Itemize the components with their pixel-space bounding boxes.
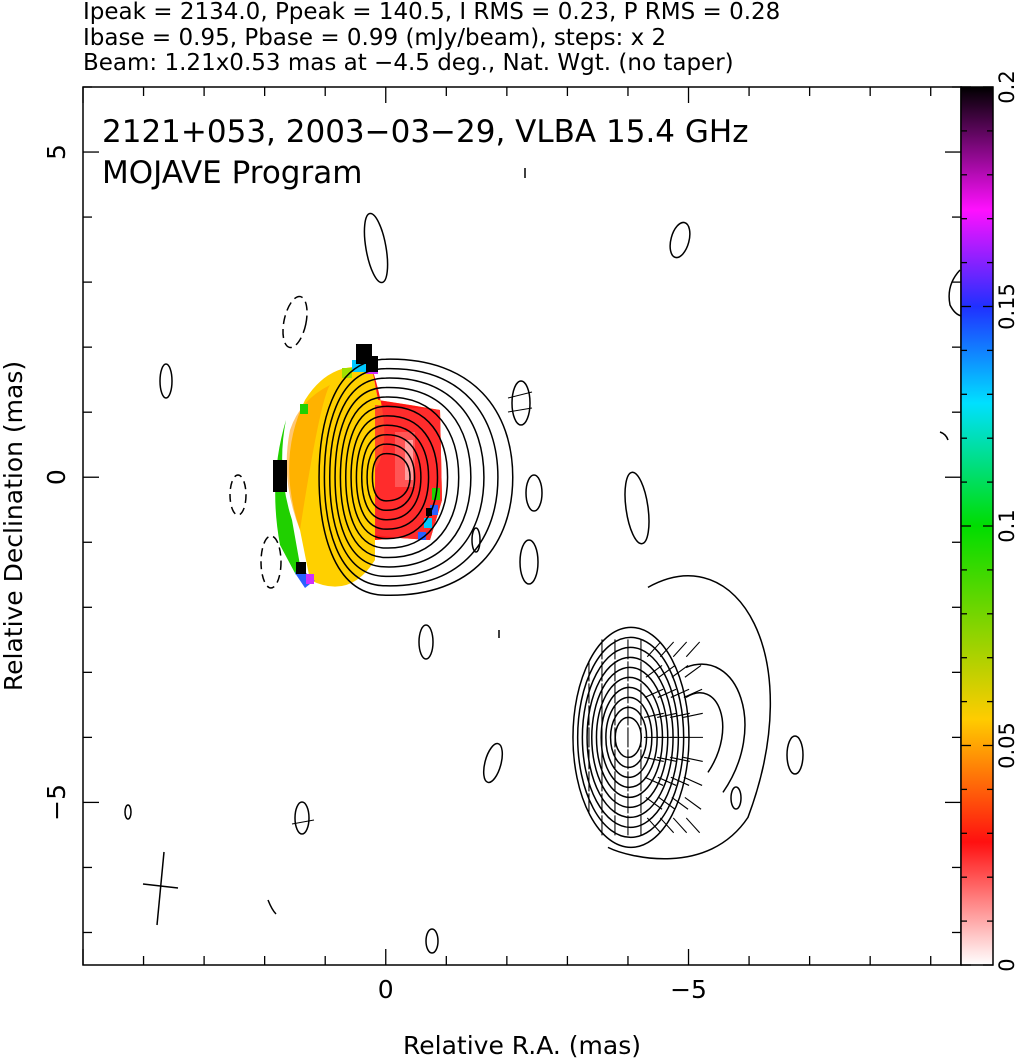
intensity-contour-level (339, 396, 460, 559)
evpa-vector (670, 712, 690, 718)
plot-title-line-1: 2121+053, 2003−03−29, VLBA 15.4 GHz (102, 114, 748, 150)
evpa-vector (670, 688, 690, 698)
header-line-1: Ipeak = 2134.0, Ppeak = 140.5, I RMS = 0… (83, 0, 781, 25)
evpa-vector (684, 665, 702, 678)
intensity-contour-level (323, 367, 499, 587)
plot-title-line-2: MOJAVE Program (102, 155, 362, 191)
evpa-vector (672, 641, 688, 658)
evpa-vector (646, 641, 662, 658)
evpa-vector (644, 712, 664, 718)
intensity-contour-level (318, 358, 514, 596)
colorbar-tick-label: 0 (995, 958, 1019, 971)
evpa-vector (683, 712, 703, 718)
pol-contour-jet (685, 663, 746, 793)
beam-marker (142, 851, 179, 926)
x-tick-label: 0 (378, 975, 394, 1004)
plot-frame (82, 86, 962, 966)
fractional-polarization-map (273, 344, 442, 588)
evpa-vector (646, 817, 662, 834)
evpa-vector (671, 665, 689, 678)
evpa-vector (657, 776, 677, 786)
evpa-vector (672, 817, 688, 834)
evpa-vector (658, 665, 676, 678)
header-line-2: Ibase = 0.95, Pbase = 0.99 (mJy/beam), s… (83, 25, 667, 51)
colorbar-tick-label: 0.2 (995, 70, 1019, 103)
colorbar-tick-label: 0.1 (995, 509, 1019, 542)
evpa-vector (685, 641, 701, 658)
evpa-vector (645, 797, 663, 810)
evpa-vector (671, 797, 689, 810)
evpa-vector (657, 756, 677, 762)
intensity-contours (318, 358, 514, 596)
pol-contour-jet (685, 692, 724, 773)
evpa-vector (659, 641, 675, 658)
evpa-vector (644, 688, 664, 698)
intensity-contour-level (334, 386, 472, 568)
intensity-contour-level (360, 433, 422, 521)
evpa-vector (658, 797, 676, 810)
evpa-vector (670, 756, 690, 762)
colorbar-tick-label: 0.05 (995, 722, 1019, 769)
evpa-vector (644, 776, 664, 786)
colorbar (960, 86, 994, 966)
intensity-contour-level (366, 443, 416, 512)
x-axis-label: Relative R.A. (mas) (403, 1031, 641, 1060)
pol-contour-outer (607, 575, 771, 860)
evpa-vector (644, 756, 664, 762)
evpa-vector (657, 712, 677, 718)
x-tick-label: −5 (670, 975, 707, 1004)
evpa-vector (670, 776, 690, 786)
y-axis-label: Relative Declination (mas) (0, 361, 28, 691)
evpa-vector (683, 776, 703, 786)
y-tick-label: 0 (42, 469, 71, 485)
polarization-vectors (588, 639, 703, 836)
intensity-contour-level (328, 377, 485, 578)
evpa-vector (645, 665, 663, 678)
y-tick-label: 5 (42, 144, 71, 160)
colorbar-tick-label: 0.15 (995, 283, 1019, 330)
intensity-contour-level (344, 405, 449, 549)
intensity-contour-level (355, 424, 430, 530)
intensity-contour-level (350, 415, 439, 540)
evpa-vector (683, 688, 703, 698)
header-line-3: Beam: 1.21x0.53 mas at −4.5 deg., Nat. W… (83, 50, 734, 76)
evpa-vector (685, 817, 701, 834)
evpa-vector (684, 797, 702, 810)
evpa-vector (683, 756, 703, 762)
noise-contours (124, 168, 961, 954)
axis-ticks (82, 86, 961, 965)
evpa-vector (657, 688, 677, 698)
y-tick-label: −5 (42, 784, 71, 821)
intensity-contour-level (371, 452, 411, 502)
evpa-vector (659, 817, 675, 834)
